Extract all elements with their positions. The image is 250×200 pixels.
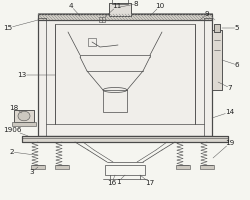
Bar xyxy=(109,3,131,16)
Text: 2: 2 xyxy=(10,149,35,155)
Bar xyxy=(105,165,145,175)
Text: 15: 15 xyxy=(4,20,38,31)
Bar xyxy=(212,30,222,90)
Bar xyxy=(214,24,220,32)
Bar xyxy=(103,90,127,112)
Text: 9: 9 xyxy=(200,11,209,20)
Bar xyxy=(55,24,195,124)
Bar xyxy=(109,3,131,16)
Bar xyxy=(99,17,105,22)
Text: 5: 5 xyxy=(222,25,239,31)
Text: 7: 7 xyxy=(218,82,232,91)
Text: 3: 3 xyxy=(30,167,38,175)
Ellipse shape xyxy=(103,88,127,92)
Bar xyxy=(14,110,34,122)
Text: 14: 14 xyxy=(212,109,234,118)
Bar xyxy=(38,18,212,136)
Text: 8: 8 xyxy=(120,1,138,7)
Bar xyxy=(22,136,228,142)
Text: 17: 17 xyxy=(140,175,154,186)
Text: 19: 19 xyxy=(213,140,234,158)
Bar xyxy=(22,136,228,142)
Text: 18: 18 xyxy=(10,105,22,113)
Bar xyxy=(212,30,222,90)
Bar xyxy=(214,24,220,32)
Bar xyxy=(38,14,212,20)
Text: 4: 4 xyxy=(69,3,80,16)
Bar xyxy=(31,165,45,169)
Bar xyxy=(200,165,214,169)
Bar xyxy=(112,0,128,4)
Text: 1: 1 xyxy=(116,175,125,185)
Bar xyxy=(14,110,34,122)
Bar xyxy=(38,13,212,14)
Text: 13: 13 xyxy=(18,72,55,78)
Text: 1906: 1906 xyxy=(3,127,28,136)
Text: 6: 6 xyxy=(222,60,239,68)
Text: 16: 16 xyxy=(108,175,116,186)
Bar xyxy=(176,165,190,169)
Bar xyxy=(38,14,212,20)
Ellipse shape xyxy=(18,111,30,121)
Text: 10: 10 xyxy=(150,3,164,16)
Bar xyxy=(88,38,96,46)
Bar xyxy=(38,18,212,136)
Bar xyxy=(55,165,69,169)
Text: 11: 11 xyxy=(105,3,122,17)
Bar xyxy=(12,122,36,126)
